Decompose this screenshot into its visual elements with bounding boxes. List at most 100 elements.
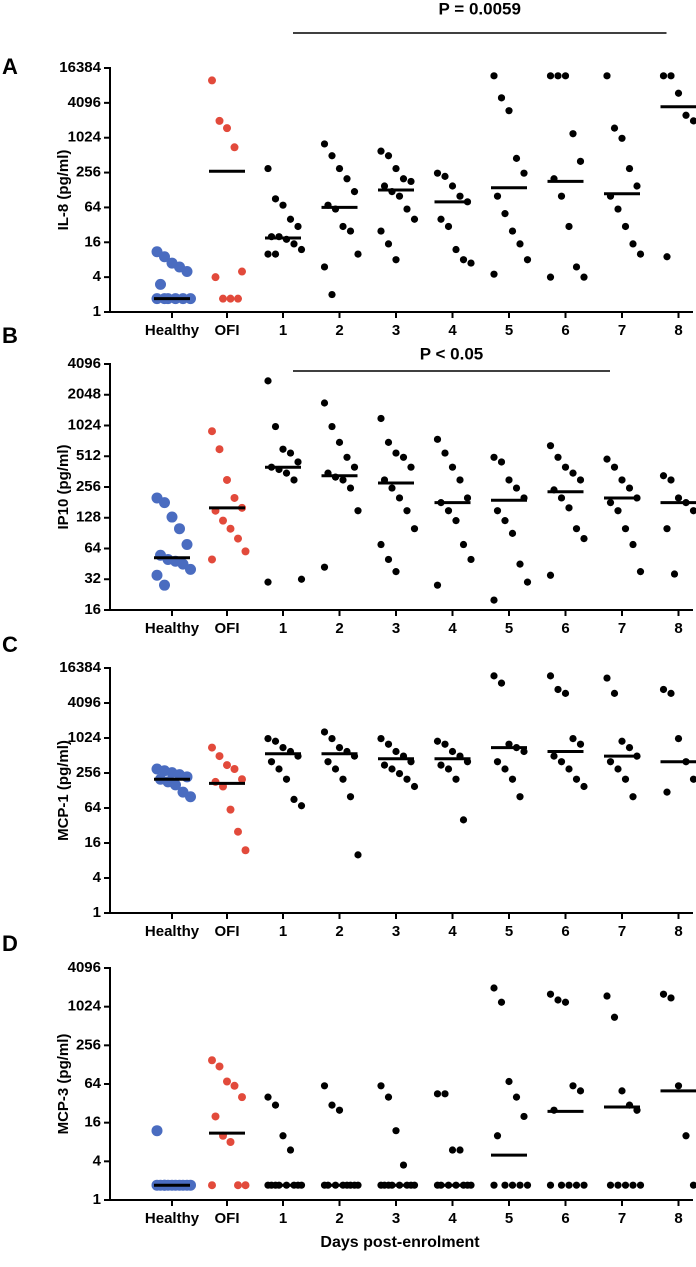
data-point bbox=[297, 575, 306, 583]
data-point bbox=[433, 1090, 442, 1098]
data-point bbox=[320, 140, 329, 148]
data-point bbox=[565, 765, 573, 773]
y-tick-label: 64 bbox=[84, 1075, 101, 1092]
data-point bbox=[667, 476, 675, 484]
data-point bbox=[226, 1138, 235, 1146]
data-point bbox=[286, 449, 295, 457]
annotation: P = 0.0059 bbox=[439, 0, 521, 18]
data-point bbox=[320, 728, 329, 736]
data-point bbox=[493, 192, 502, 200]
data-point bbox=[286, 215, 295, 223]
data-point bbox=[618, 737, 626, 745]
data-point bbox=[554, 996, 562, 1004]
data-point bbox=[572, 775, 581, 783]
y-tick-label: 128 bbox=[76, 509, 101, 526]
data-point bbox=[572, 1181, 581, 1189]
data-point bbox=[433, 581, 442, 589]
data-point bbox=[520, 1112, 528, 1121]
y-axis-label: MCP-1 (pg/ml) bbox=[55, 740, 72, 841]
data-point bbox=[211, 273, 220, 282]
x-tick-label: 1 bbox=[279, 923, 287, 940]
x-tick-label: 6 bbox=[561, 1210, 569, 1227]
y-tick-label: 256 bbox=[76, 478, 101, 495]
data-point bbox=[290, 795, 298, 803]
data-point bbox=[208, 743, 216, 752]
data-point bbox=[603, 72, 611, 80]
data-point bbox=[271, 1101, 280, 1109]
panel-letter: C bbox=[2, 632, 18, 657]
data-point bbox=[271, 737, 280, 745]
data-point bbox=[264, 250, 272, 258]
data-point bbox=[497, 94, 506, 102]
y-tick-label: 16384 bbox=[59, 659, 101, 676]
data-point bbox=[384, 555, 393, 564]
data-point bbox=[493, 758, 502, 766]
y-tick-label: 1024 bbox=[68, 998, 102, 1015]
data-point bbox=[410, 215, 419, 223]
data-point bbox=[663, 525, 671, 533]
data-point bbox=[223, 1077, 231, 1086]
y-tick-label: 64 bbox=[84, 198, 101, 215]
data-point bbox=[633, 182, 641, 190]
data-point bbox=[230, 1081, 239, 1090]
data-point bbox=[463, 494, 472, 502]
data-point bbox=[388, 484, 396, 492]
data-point bbox=[441, 740, 449, 748]
data-point bbox=[576, 740, 585, 748]
data-point bbox=[335, 744, 344, 752]
data-point bbox=[516, 240, 524, 248]
data-point bbox=[508, 529, 517, 537]
x-tick-label: Healthy bbox=[145, 322, 200, 339]
y-tick-label: 4096 bbox=[68, 959, 101, 976]
data-point bbox=[663, 253, 671, 261]
data-point bbox=[490, 672, 498, 680]
x-tick-label: Healthy bbox=[145, 923, 200, 940]
data-point bbox=[377, 414, 385, 423]
x-tick-label: 6 bbox=[561, 322, 569, 339]
data-point bbox=[452, 245, 460, 254]
data-point bbox=[508, 227, 517, 235]
x-tick-label: 7 bbox=[618, 1210, 626, 1227]
data-point bbox=[399, 453, 408, 461]
data-point bbox=[689, 117, 696, 125]
data-point bbox=[407, 177, 415, 186]
y-tick-label: 16 bbox=[84, 601, 101, 618]
data-point bbox=[629, 793, 637, 801]
data-point bbox=[185, 563, 196, 575]
data-point bbox=[606, 499, 615, 507]
data-point bbox=[215, 1062, 224, 1071]
data-point bbox=[331, 765, 340, 773]
data-point bbox=[238, 775, 246, 784]
y-tick-label: 4096 bbox=[68, 94, 101, 111]
data-point bbox=[490, 984, 498, 992]
y-tick-label: 4 bbox=[93, 1152, 102, 1169]
x-tick-label: 7 bbox=[618, 923, 626, 940]
data-point bbox=[279, 1132, 287, 1140]
x-axis-label: Days post-enrolment bbox=[320, 1234, 480, 1251]
data-point bbox=[350, 463, 359, 471]
data-point bbox=[618, 134, 626, 142]
data-point bbox=[561, 689, 570, 697]
data-point bbox=[659, 990, 668, 998]
data-point bbox=[290, 476, 298, 484]
data-point bbox=[388, 765, 396, 773]
data-point bbox=[448, 463, 457, 471]
data-point bbox=[490, 596, 498, 604]
data-point bbox=[392, 747, 400, 756]
data-point bbox=[174, 523, 185, 535]
data-point bbox=[234, 1181, 242, 1190]
data-point bbox=[459, 256, 468, 264]
x-tick-label: 6 bbox=[561, 923, 569, 940]
data-point bbox=[569, 734, 577, 743]
data-point bbox=[230, 764, 239, 773]
data-point bbox=[456, 192, 464, 200]
y-tick-label: 256 bbox=[76, 164, 101, 181]
data-point bbox=[512, 484, 521, 492]
data-point bbox=[170, 779, 181, 791]
data-point bbox=[618, 476, 626, 484]
data-point bbox=[223, 124, 231, 133]
data-point bbox=[181, 266, 193, 278]
data-point bbox=[467, 1181, 475, 1189]
data-point bbox=[572, 525, 581, 533]
data-point bbox=[437, 215, 445, 223]
